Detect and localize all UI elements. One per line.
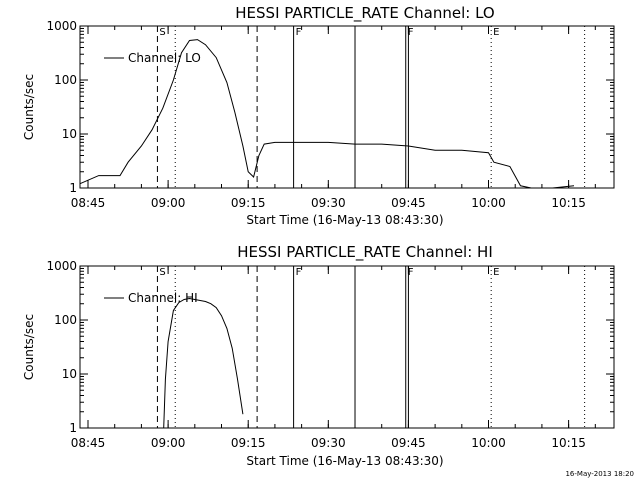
chart-title: HESSI PARTICLE_RATE Channel: HI [237,243,493,262]
event-marker-label: S [159,27,165,38]
event-marker-label: F [296,27,302,38]
y-tick-label: 10 [62,127,77,141]
event-marker-label: F [408,27,414,38]
x-tick-label: 10:00 [471,436,506,450]
x-tick-label: 09:30 [311,436,346,450]
y-tick-label: 100 [54,313,77,327]
x-tick-label: 08:45 [71,196,106,210]
event-marker-label: S [159,267,165,278]
x-tick-label: 09:30 [311,196,346,210]
series-line [163,297,244,429]
y-tick-label: 1 [69,181,77,195]
x-tick-label: 10:15 [551,436,586,450]
footer-timestamp: 16-May-2013 18:20 [565,470,634,478]
event-marker-label: F [296,267,302,278]
x-axis-label: Start Time (16-May-13 08:43:30) [246,454,443,468]
x-tick-label: 10:00 [471,196,506,210]
legend-label: Channel: HI [128,291,198,305]
event-marker-label: E [493,267,499,278]
axis-ticks: 1 10 100 1000 08:45 09:00 09:15 09:30 09:45 10:00… [46,19,614,210]
event-marker-label: E [493,27,499,38]
x-tick-label: 10:15 [551,196,586,210]
plot-frame [79,265,615,429]
y-tick-label: 100 [54,73,77,87]
x-tick-label: 09:15 [231,196,266,210]
series-line [79,39,575,189]
chart-panel-lo: HESSI PARTICLE_RATE Channel: LO S F F E 1 10… [22,4,615,227]
legend-label: Channel: LO [128,51,201,65]
y-tick-label: 1000 [46,259,77,273]
x-tick-label: 09:00 [151,436,186,450]
event-marker-label: F [408,267,414,278]
chart-title: HESSI PARTICLE_RATE Channel: LO [235,4,494,23]
plot-frame [79,25,615,189]
axis-ticks: 1 10 100 1000 08:45 09:00 09:15 09:30 09:45 10:00… [46,259,614,450]
series-group [163,297,244,429]
y-tick-label: 10 [62,367,77,381]
chart-panel-hi: HESSI PARTICLE_RATE Channel: HI S F F E 1 10… [22,243,615,468]
x-tick-label: 09:00 [151,196,186,210]
y-tick-label: 1 [69,421,77,435]
y-axis-label: Counts/sec [22,314,36,380]
x-tick-label: 09:45 [391,436,426,450]
series-group [79,39,575,189]
x-tick-label: 09:45 [391,196,426,210]
x-tick-label: 09:15 [231,436,266,450]
y-tick-label: 1000 [46,19,77,33]
x-axis-label: Start Time (16-May-13 08:43:30) [246,213,443,227]
y-axis-label: Counts/sec [22,74,36,140]
x-tick-label: 08:45 [71,436,106,450]
